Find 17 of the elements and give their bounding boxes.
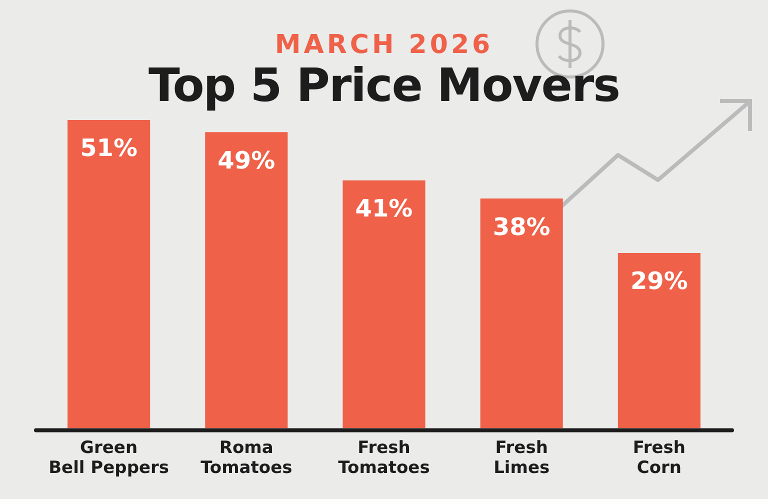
x-tick-label: Fresh Tomatoes	[338, 438, 430, 478]
bar	[618, 252, 700, 428]
data-label: 41%	[355, 194, 413, 223]
x-tick-label: Fresh Corn	[632, 438, 686, 478]
data-label: 51%	[80, 134, 138, 162]
x-tick-label: Roma Tomatoes	[200, 438, 292, 478]
bar	[68, 120, 150, 428]
data-label: 49%	[218, 146, 276, 174]
data-label: 38%	[492, 212, 550, 241]
bar	[342, 180, 426, 428]
bar	[480, 198, 563, 428]
chart-subtitle: MARCH 2026	[274, 30, 494, 60]
data-label: 29%	[630, 267, 688, 296]
chart-title: Top 5 Price Movers	[147, 58, 621, 112]
x-tick-label: Green Bell Peppers	[48, 438, 170, 478]
x-tick-label: Fresh Limes	[494, 438, 550, 478]
bar	[205, 132, 288, 428]
